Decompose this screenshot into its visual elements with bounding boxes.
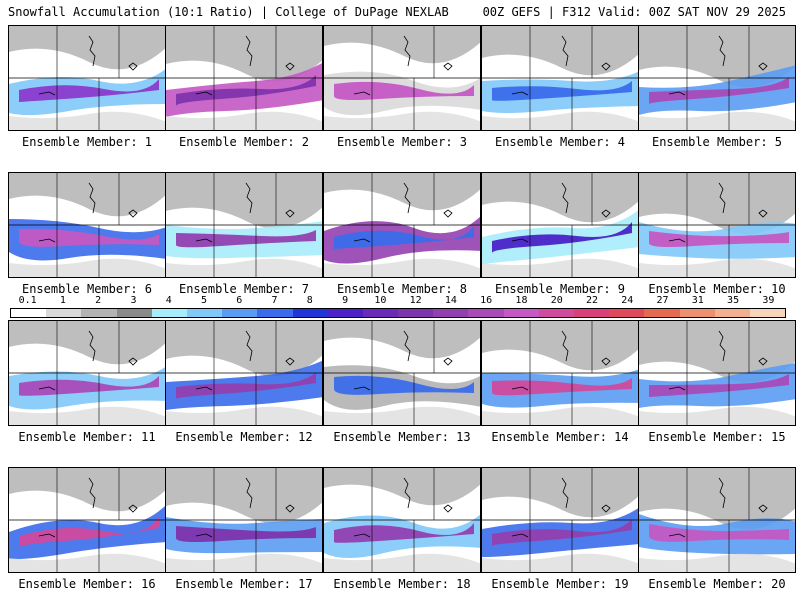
ensemble-member-label: Ensemble Member: 16 xyxy=(18,577,156,591)
ensemble-member-label: Ensemble Member: 15 xyxy=(648,430,786,444)
colorbar-segment xyxy=(186,309,223,317)
colorbar-segment xyxy=(749,309,786,317)
colorbar-tick-label: 9 xyxy=(342,295,349,306)
ensemble-member-label: Ensemble Member: 4 xyxy=(494,135,626,149)
ensemble-member-map xyxy=(323,172,481,278)
ensemble-member-map xyxy=(8,172,166,278)
ensemble-member-label: Ensemble Member: 10 xyxy=(648,282,786,296)
colorbar-segment xyxy=(574,309,610,317)
ensemble-member-map xyxy=(638,320,796,426)
colorbar-ticks: 0.1 1 2 3 4 5 6 7 8 9 10 12 14 16 18 20 22 24 27 31 35 39 xyxy=(10,295,786,307)
colorbar-tick-label: 4 xyxy=(165,295,172,306)
colorbar-segment xyxy=(433,309,469,317)
ensemble-member-map xyxy=(638,25,796,131)
colorbar-segment xyxy=(468,309,504,317)
ensemble-member-label: Ensemble Member: 3 xyxy=(336,135,468,149)
ensemble-member-label: Ensemble Member: 5 xyxy=(651,135,783,149)
colorbar-tick-label: 5 xyxy=(200,295,208,306)
colorbar-segment xyxy=(292,309,328,317)
ensemble-member-label: Ensemble Member: 11 xyxy=(18,430,156,444)
ensemble-member-label: Ensemble Member: 6 xyxy=(21,282,153,296)
ensemble-member-label: Ensemble Member: 14 xyxy=(491,430,629,444)
colorbar-tick-label: 1 xyxy=(59,295,66,306)
ensemble-member-label: Ensemble Member: 18 xyxy=(333,577,471,591)
ensemble-member-map xyxy=(8,25,166,131)
ensemble-member-label: Ensemble Member: 12 xyxy=(175,430,313,444)
ensemble-member-map xyxy=(638,172,796,278)
colorbar-segment xyxy=(644,309,680,317)
ensemble-member-map xyxy=(481,467,639,573)
colorbar-tick-label: 18 xyxy=(515,295,528,306)
ensemble-member-label: Ensemble Member: 1 xyxy=(21,135,153,149)
colorbar-tick-label: 16 xyxy=(480,295,493,306)
colorbar-tick-label: 12 xyxy=(409,295,422,306)
colorbar-tick-label: 0.1 xyxy=(18,295,37,306)
ensemble-member-map xyxy=(8,467,166,573)
colorbar-segment xyxy=(503,309,539,317)
colorbar-segment xyxy=(714,309,750,317)
model-run-info: 00Z GEFS | F312 Valid: 00Z SAT NOV 29 20… xyxy=(482,5,786,19)
ensemble-member-map xyxy=(323,320,481,426)
colorbar-segment xyxy=(116,309,152,317)
ensemble-member-map xyxy=(8,320,166,426)
colorbar-segment xyxy=(679,309,715,317)
colorbar-tick-label: 2 xyxy=(95,295,102,306)
ensemble-member-map xyxy=(165,467,323,573)
colorbar-tick-label: 31 xyxy=(691,295,704,306)
ensemble-member-label: Ensemble Member: 19 xyxy=(491,577,629,591)
ensemble-member-label: Ensemble Member: 13 xyxy=(333,430,471,444)
colorbar-segment xyxy=(257,309,293,317)
colorbar-tick-label: 22 xyxy=(585,295,599,306)
ensemble-member-map xyxy=(481,172,639,278)
colorbar-segment xyxy=(46,309,82,317)
ensemble-member-map xyxy=(165,25,323,131)
chart-title: Snowfall Accumulation (10:1 Ratio) | Col… xyxy=(8,5,449,19)
ensemble-member-map xyxy=(481,25,639,131)
ensemble-member-label: Ensemble Member: 17 xyxy=(175,577,313,591)
ensemble-member-label: Ensemble Member: 9 xyxy=(494,282,626,296)
ensemble-member-map xyxy=(323,25,481,131)
snowfall-colorbar xyxy=(10,308,786,318)
colorbar-segment xyxy=(609,309,645,317)
ensemble-member-map xyxy=(481,320,639,426)
colorbar-tick-label: 20 xyxy=(550,295,563,306)
colorbar-segment xyxy=(538,309,574,317)
ensemble-member-label: Ensemble Member: 2 xyxy=(178,135,310,149)
colorbar-segment xyxy=(362,309,399,317)
ensemble-member-map xyxy=(323,467,481,573)
ensemble-member-label: Ensemble Member: 8 xyxy=(336,282,468,296)
colorbar-tick-label: 39 xyxy=(762,295,775,306)
colorbar-tick-label: 24 xyxy=(621,295,634,306)
colorbar-tick-label: 14 xyxy=(444,295,457,306)
colorbar-segment xyxy=(398,309,434,317)
colorbar-tick-label: 3 xyxy=(130,295,137,306)
ensemble-member-label: Ensemble Member: 7 xyxy=(178,282,310,296)
ensemble-member-map xyxy=(165,320,323,426)
colorbar-tick-label: 7 xyxy=(271,295,278,306)
colorbar-segment xyxy=(222,309,258,317)
colorbar-tick-label: 35 xyxy=(727,295,740,306)
colorbar-segment xyxy=(11,309,47,317)
colorbar-segment xyxy=(327,309,363,317)
colorbar-tick-label: 10 xyxy=(374,295,387,306)
ensemble-member-map xyxy=(165,172,323,278)
ensemble-member-label: Ensemble Member: 20 xyxy=(648,577,786,591)
colorbar-tick-label: 6 xyxy=(236,295,243,306)
colorbar-tick-label: 27 xyxy=(656,295,669,306)
colorbar-segment xyxy=(81,309,117,317)
colorbar-tick-label: 8 xyxy=(306,295,313,306)
colorbar-segment xyxy=(151,309,187,317)
ensemble-member-map xyxy=(638,467,796,573)
